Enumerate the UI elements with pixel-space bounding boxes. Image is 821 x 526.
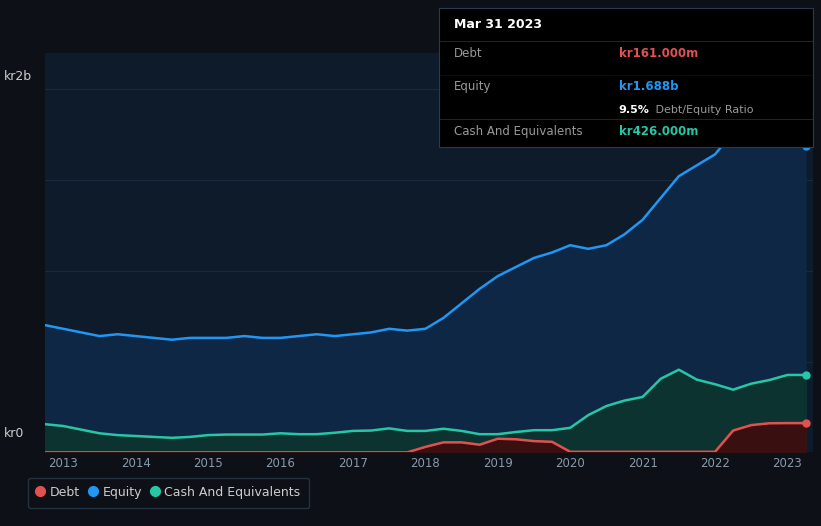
Text: Mar 31 2023: Mar 31 2023: [454, 18, 542, 31]
Text: kr0: kr0: [4, 428, 25, 440]
Legend: Debt, Equity, Cash And Equivalents: Debt, Equity, Cash And Equivalents: [29, 478, 310, 508]
Text: Debt: Debt: [454, 47, 483, 60]
Text: Cash And Equivalents: Cash And Equivalents: [454, 125, 583, 138]
Text: Debt/Equity Ratio: Debt/Equity Ratio: [652, 105, 754, 116]
Text: kr161.000m: kr161.000m: [618, 47, 698, 60]
Text: kr426.000m: kr426.000m: [618, 125, 698, 138]
Text: kr1.688b: kr1.688b: [618, 80, 678, 94]
Text: Equity: Equity: [454, 80, 492, 94]
Text: 9.5%: 9.5%: [618, 105, 649, 116]
Text: kr2b: kr2b: [4, 70, 32, 83]
